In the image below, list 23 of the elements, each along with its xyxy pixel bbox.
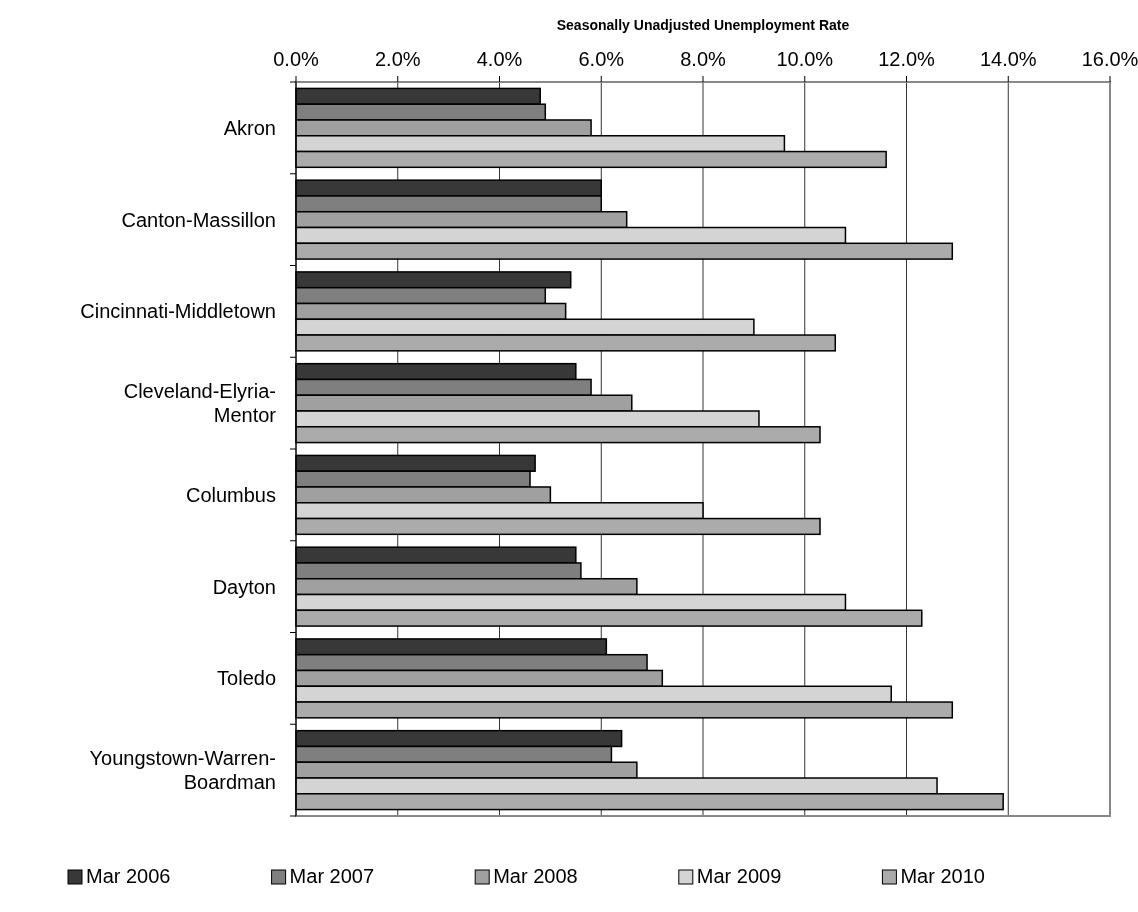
y-tick-label: Columbus bbox=[185, 483, 276, 506]
y-tick-label: Akron bbox=[223, 116, 276, 139]
legend-label: Mar 2008 bbox=[493, 865, 578, 887]
y-tick-label: Cincinnati-Middletown bbox=[80, 300, 276, 323]
x-tick-label: 2.0% bbox=[374, 48, 421, 70]
x-tick-label: 4.0% bbox=[476, 48, 523, 70]
x-tick-label: 8.0% bbox=[680, 48, 727, 70]
y-tick-label: Youngstown-Warren-Boardman bbox=[89, 747, 276, 794]
legend-label: Mar 2006 bbox=[86, 865, 171, 887]
legend-label: Mar 2010 bbox=[900, 865, 985, 887]
legend-label: Mar 2007 bbox=[289, 865, 375, 887]
y-tick-label: Dayton bbox=[212, 575, 276, 598]
x-tick-label: 14.0% bbox=[979, 48, 1037, 70]
x-tick-label: 12.0% bbox=[878, 48, 936, 70]
x-tick-label: 0.0% bbox=[273, 48, 320, 70]
y-tick-label: Canton-Massillon bbox=[121, 208, 276, 231]
legend-label: Mar 2009 bbox=[696, 865, 782, 887]
x-tick-label: 10.0% bbox=[776, 48, 834, 70]
y-tick-label: Cleveland-Elyria-Mentor bbox=[123, 380, 277, 427]
y-tick-label: Toledo bbox=[217, 667, 276, 690]
x-tick-label: 16.0% bbox=[1081, 48, 1138, 70]
x-axis-title: Seasonally Unadjusted Unemployment Rate bbox=[556, 17, 850, 33]
x-tick-label: 6.0% bbox=[578, 48, 625, 70]
